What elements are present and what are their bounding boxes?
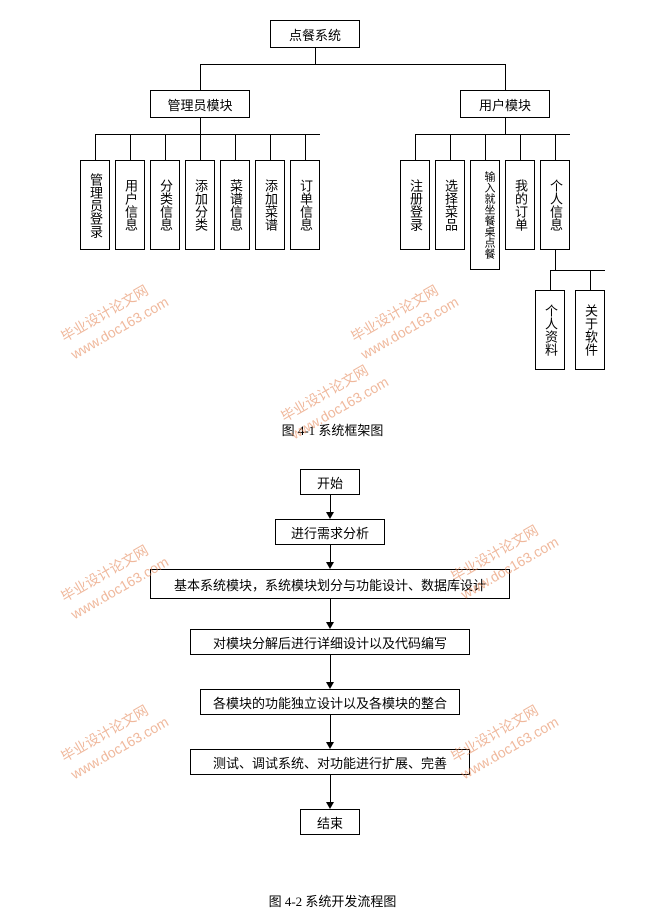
flow-caption: 图 4-2 系统开发流程图 [0, 891, 665, 910]
connector [200, 118, 201, 134]
connector [305, 134, 306, 160]
arrow-icon [326, 622, 334, 629]
connector [130, 134, 131, 160]
connector [315, 48, 316, 64]
connector [505, 118, 506, 134]
connector [550, 270, 551, 290]
connector [165, 134, 166, 160]
connector [550, 270, 605, 271]
connector [330, 599, 331, 622]
tree-leaf: 添加分类 [185, 160, 215, 250]
tree-leaf: 菜谱信息 [220, 160, 250, 250]
diagram-container: 点餐系统 管理员模块 用户模块 管理员登录 用户信息 分类信息 添加分类 菜谱信… [0, 0, 665, 910]
connector [200, 134, 201, 160]
flow-step: 进行需求分析 [275, 519, 385, 545]
tree-leaf: 输入就坐餐桌点餐 [470, 160, 500, 270]
connector [450, 134, 451, 160]
tree-root: 点餐系统 [270, 20, 360, 48]
connector [330, 775, 331, 802]
flow-step: 对模块分解后进行详细设计以及代码编写 [190, 629, 470, 655]
tree-leaf: 个人资料 [535, 290, 565, 370]
flow-step: 结束 [300, 809, 360, 835]
connector [485, 134, 486, 160]
connector [330, 715, 331, 742]
connector [270, 134, 271, 160]
connector [95, 134, 96, 160]
tree-leaf: 关于软件 [575, 290, 605, 370]
arrow-icon [326, 512, 334, 519]
flow-step: 各模块的功能独立设计以及各模块的整合 [200, 689, 460, 715]
tree-leaf: 个人信息 [540, 160, 570, 250]
tree-branch-user: 用户模块 [460, 90, 550, 118]
tree-leaf: 用户信息 [115, 160, 145, 250]
arrow-icon [326, 802, 334, 809]
connector [520, 134, 521, 160]
tree-caption: 图 4-1 系统框架图 [0, 420, 665, 439]
connector [555, 134, 556, 160]
arrow-icon [326, 562, 334, 569]
tree-diagram: 点餐系统 管理员模块 用户模块 管理员登录 用户信息 分类信息 添加分类 菜谱信… [0, 0, 665, 380]
connector [555, 250, 556, 270]
tree-leaf: 注册登录 [400, 160, 430, 250]
tree-leaf: 订单信息 [290, 160, 320, 250]
flow-step: 开始 [300, 469, 360, 495]
tree-leaf: 我的订单 [505, 160, 535, 250]
flow-step: 基本系统模块，系统模块划分与功能设计、数据库设计 [150, 569, 510, 599]
tree-leaf: 添加菜谱 [255, 160, 285, 250]
arrow-icon [326, 742, 334, 749]
connector [415, 134, 416, 160]
connector [200, 64, 505, 65]
connector [95, 134, 320, 135]
connector [235, 134, 236, 160]
tree-branch-admin: 管理员模块 [150, 90, 250, 118]
flow-step: 测试、调试系统、对功能进行扩展、完善 [190, 749, 470, 775]
connector [415, 134, 570, 135]
connector [505, 64, 506, 90]
connector [330, 495, 331, 512]
tree-leaf: 选择菜品 [435, 160, 465, 250]
connector [330, 655, 331, 682]
tree-leaf: 管理员登录 [80, 160, 110, 250]
connector [200, 64, 201, 90]
arrow-icon [326, 682, 334, 689]
connector [330, 545, 331, 562]
flowchart: 开始 进行需求分析 基本系统模块，系统模块划分与功能设计、数据库设计 对模块分解… [0, 459, 665, 879]
tree-leaf: 分类信息 [150, 160, 180, 250]
connector [590, 270, 591, 290]
